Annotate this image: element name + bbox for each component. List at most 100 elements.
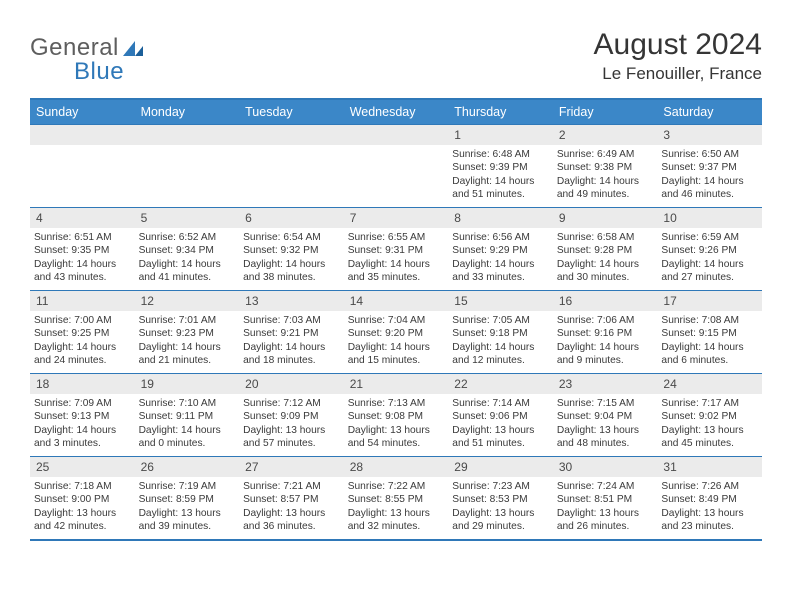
weekday-header-row: SundayMondayTuesdayWednesdayThursdayFrid… bbox=[30, 100, 762, 124]
day-info-line: and 48 minutes. bbox=[557, 437, 654, 450]
calendar-week-row: 11Sunrise: 7:00 AMSunset: 9:25 PMDayligh… bbox=[30, 290, 762, 373]
day-number-empty bbox=[135, 125, 240, 145]
calendar-day-cell: 18Sunrise: 7:09 AMSunset: 9:13 PMDayligh… bbox=[30, 374, 135, 456]
day-info-line: Sunset: 9:35 PM bbox=[34, 244, 131, 257]
day-info-line: and 36 minutes. bbox=[243, 520, 340, 533]
calendar-day-cell: 3Sunrise: 6:50 AMSunset: 9:37 PMDaylight… bbox=[657, 125, 762, 207]
day-info-line: Sunrise: 6:56 AM bbox=[452, 231, 549, 244]
day-info-line: and 29 minutes. bbox=[452, 520, 549, 533]
day-info: Sunrise: 7:18 AMSunset: 9:00 PMDaylight:… bbox=[30, 477, 135, 537]
calendar-day-cell: 1Sunrise: 6:48 AMSunset: 9:39 PMDaylight… bbox=[448, 125, 553, 207]
calendar-day-cell: 6Sunrise: 6:54 AMSunset: 9:32 PMDaylight… bbox=[239, 208, 344, 290]
day-info-line: Sunrise: 7:18 AM bbox=[34, 480, 131, 493]
day-info-line: and 12 minutes. bbox=[452, 354, 549, 367]
day-info-line: Sunset: 9:25 PM bbox=[34, 327, 131, 340]
calendar-day-cell bbox=[239, 125, 344, 207]
day-info-line: Sunrise: 7:14 AM bbox=[452, 397, 549, 410]
calendar-day-cell: 9Sunrise: 6:58 AMSunset: 9:28 PMDaylight… bbox=[553, 208, 658, 290]
day-info-line: and 26 minutes. bbox=[557, 520, 654, 533]
day-info-line: and 30 minutes. bbox=[557, 271, 654, 284]
day-info: Sunrise: 7:13 AMSunset: 9:08 PMDaylight:… bbox=[344, 394, 449, 454]
day-info: Sunrise: 7:24 AMSunset: 8:51 PMDaylight:… bbox=[553, 477, 658, 537]
day-number: 30 bbox=[553, 457, 658, 477]
day-info-line: Daylight: 13 hours bbox=[243, 507, 340, 520]
day-info-line: Sunset: 9:23 PM bbox=[139, 327, 236, 340]
day-info-line: Sunset: 9:13 PM bbox=[34, 410, 131, 423]
day-info: Sunrise: 6:52 AMSunset: 9:34 PMDaylight:… bbox=[135, 228, 240, 288]
day-info-line: Daylight: 14 hours bbox=[661, 175, 758, 188]
location-label: Le Fenouiller, France bbox=[594, 64, 762, 84]
calendar-page: GeneralBlue August 2024 Le Fenouiller, F… bbox=[0, 0, 792, 551]
day-info-line: Sunrise: 6:54 AM bbox=[243, 231, 340, 244]
calendar-day-cell: 28Sunrise: 7:22 AMSunset: 8:55 PMDayligh… bbox=[344, 457, 449, 539]
day-info-line: Sunrise: 7:12 AM bbox=[243, 397, 340, 410]
day-info-line: and 23 minutes. bbox=[661, 520, 758, 533]
calendar-day-cell: 5Sunrise: 6:52 AMSunset: 9:34 PMDaylight… bbox=[135, 208, 240, 290]
day-info-line: Sunrise: 7:19 AM bbox=[139, 480, 236, 493]
day-info-line: Sunset: 9:37 PM bbox=[661, 161, 758, 174]
day-info-line: Daylight: 14 hours bbox=[34, 341, 131, 354]
calendar-day-cell: 17Sunrise: 7:08 AMSunset: 9:15 PMDayligh… bbox=[657, 291, 762, 373]
day-number: 11 bbox=[30, 291, 135, 311]
day-info-line: Daylight: 14 hours bbox=[557, 175, 654, 188]
day-info: Sunrise: 7:19 AMSunset: 8:59 PMDaylight:… bbox=[135, 477, 240, 537]
day-info-line: Daylight: 14 hours bbox=[139, 341, 236, 354]
day-info-line: Daylight: 14 hours bbox=[661, 258, 758, 271]
day-info-line: and 6 minutes. bbox=[661, 354, 758, 367]
weekday-header: Thursday bbox=[448, 100, 553, 124]
calendar-day-cell bbox=[135, 125, 240, 207]
day-info-line: Sunset: 9:39 PM bbox=[452, 161, 549, 174]
day-info-line: and 43 minutes. bbox=[34, 271, 131, 284]
day-number-empty bbox=[239, 125, 344, 145]
day-number: 5 bbox=[135, 208, 240, 228]
day-info-line: Sunset: 9:04 PM bbox=[557, 410, 654, 423]
day-info-line: Sunset: 8:51 PM bbox=[557, 493, 654, 506]
day-info: Sunrise: 7:09 AMSunset: 9:13 PMDaylight:… bbox=[30, 394, 135, 454]
day-info: Sunrise: 6:48 AMSunset: 9:39 PMDaylight:… bbox=[448, 145, 553, 205]
brand-logo: GeneralBlue bbox=[30, 34, 144, 86]
day-info-line: and 21 minutes. bbox=[139, 354, 236, 367]
day-info-line: Sunrise: 7:15 AM bbox=[557, 397, 654, 410]
day-info-line: Sunrise: 7:13 AM bbox=[348, 397, 445, 410]
calendar-week-row: 25Sunrise: 7:18 AMSunset: 9:00 PMDayligh… bbox=[30, 456, 762, 541]
day-info-line: Sunset: 9:11 PM bbox=[139, 410, 236, 423]
day-info-line: Sunrise: 7:03 AM bbox=[243, 314, 340, 327]
weekday-header: Saturday bbox=[657, 100, 762, 124]
day-info-line: Sunrise: 6:58 AM bbox=[557, 231, 654, 244]
day-info-line: Sunset: 8:55 PM bbox=[348, 493, 445, 506]
day-info-line: Daylight: 14 hours bbox=[452, 341, 549, 354]
day-info-line: Sunset: 8:49 PM bbox=[661, 493, 758, 506]
calendar-day-cell: 16Sunrise: 7:06 AMSunset: 9:16 PMDayligh… bbox=[553, 291, 658, 373]
calendar-day-cell: 29Sunrise: 7:23 AMSunset: 8:53 PMDayligh… bbox=[448, 457, 553, 539]
day-info-line: Sunrise: 7:17 AM bbox=[661, 397, 758, 410]
day-info-line: Sunset: 9:34 PM bbox=[139, 244, 236, 257]
calendar-day-cell: 22Sunrise: 7:14 AMSunset: 9:06 PMDayligh… bbox=[448, 374, 553, 456]
day-info: Sunrise: 7:01 AMSunset: 9:23 PMDaylight:… bbox=[135, 311, 240, 371]
calendar-day-cell: 14Sunrise: 7:04 AMSunset: 9:20 PMDayligh… bbox=[344, 291, 449, 373]
calendar-day-cell: 4Sunrise: 6:51 AMSunset: 9:35 PMDaylight… bbox=[30, 208, 135, 290]
day-info-line: and 54 minutes. bbox=[348, 437, 445, 450]
day-number: 1 bbox=[448, 125, 553, 145]
calendar-day-cell: 31Sunrise: 7:26 AMSunset: 8:49 PMDayligh… bbox=[657, 457, 762, 539]
day-info-line: Sunset: 9:31 PM bbox=[348, 244, 445, 257]
calendar-day-cell: 21Sunrise: 7:13 AMSunset: 9:08 PMDayligh… bbox=[344, 374, 449, 456]
day-info-line: Sunrise: 7:01 AM bbox=[139, 314, 236, 327]
day-info-line: and 49 minutes. bbox=[557, 188, 654, 201]
day-info-line: Sunset: 9:08 PM bbox=[348, 410, 445, 423]
day-info-line: Sunrise: 6:49 AM bbox=[557, 148, 654, 161]
day-info: Sunrise: 7:10 AMSunset: 9:11 PMDaylight:… bbox=[135, 394, 240, 454]
day-info-line: Sunrise: 7:09 AM bbox=[34, 397, 131, 410]
day-number: 9 bbox=[553, 208, 658, 228]
day-info-line: Sunrise: 7:00 AM bbox=[34, 314, 131, 327]
day-info-line: Daylight: 14 hours bbox=[348, 341, 445, 354]
calendar-day-cell bbox=[30, 125, 135, 207]
day-info-line: Sunrise: 7:05 AM bbox=[452, 314, 549, 327]
calendar-week-row: 18Sunrise: 7:09 AMSunset: 9:13 PMDayligh… bbox=[30, 373, 762, 456]
day-info: Sunrise: 7:00 AMSunset: 9:25 PMDaylight:… bbox=[30, 311, 135, 371]
day-info-line: Sunrise: 7:04 AM bbox=[348, 314, 445, 327]
day-info-line: and 45 minutes. bbox=[661, 437, 758, 450]
day-info-line: and 39 minutes. bbox=[139, 520, 236, 533]
day-number: 17 bbox=[657, 291, 762, 311]
day-info-line: and 18 minutes. bbox=[243, 354, 340, 367]
day-info: Sunrise: 7:17 AMSunset: 9:02 PMDaylight:… bbox=[657, 394, 762, 454]
